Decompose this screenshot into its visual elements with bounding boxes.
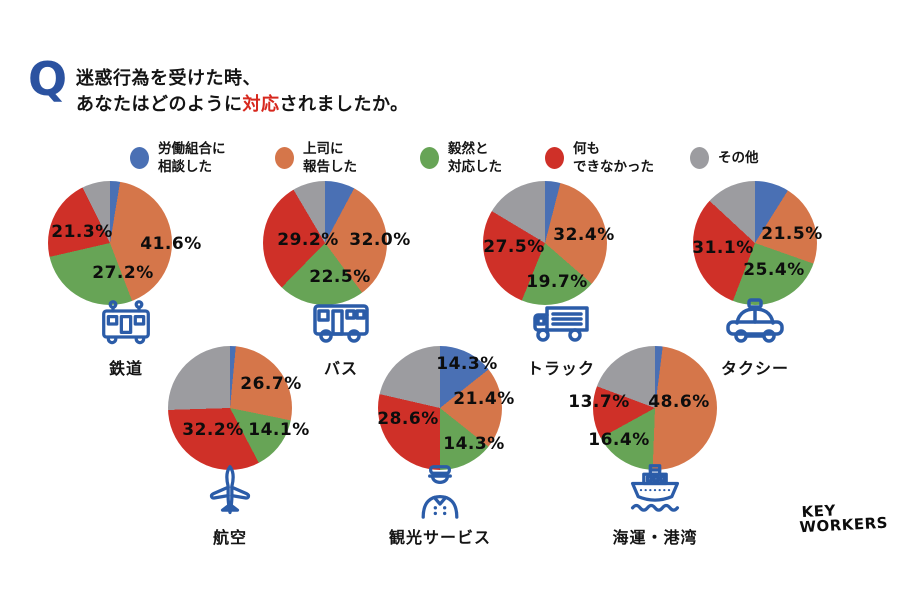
pct-label: 21.3% — [51, 222, 113, 242]
firm-swatch-icon — [420, 147, 439, 169]
pie-bus — [263, 181, 387, 305]
pie-taxi — [693, 181, 817, 305]
sector-footer-taxi: タクシー — [655, 298, 855, 379]
sector-label-railway: 鉄道 — [108, 359, 143, 378]
question-mark: Q — [28, 52, 68, 106]
other-swatch-icon — [690, 147, 709, 169]
pct-label: 21.5% — [761, 224, 823, 244]
bellhop-icon — [340, 463, 540, 523]
legend: 労働組合に 相談した 上司に 報告した 毅然と 対応した 何も できなかった その他 — [0, 135, 900, 181]
taxi-icon — [655, 298, 855, 354]
pct-label: 32.2% — [182, 420, 244, 440]
pie-shipping — [593, 346, 717, 470]
pct-label: 41.6% — [140, 234, 202, 254]
pct-label: 32.0% — [349, 230, 411, 250]
ship-icon — [555, 463, 755, 523]
pie-aviation — [168, 346, 292, 470]
sector-footer-aviation: 航空 — [130, 463, 330, 548]
sector-footer-truck: トラック — [461, 298, 661, 379]
chart-shipping: 48.6% 13.7% 16.4% — [555, 345, 755, 555]
legend-item-firm: 毅然と 対応した — [420, 135, 502, 181]
legend-item-union: 労働組合に 相談した — [130, 135, 226, 181]
question-highlight: 対応 — [242, 94, 280, 116]
legend-label-boss: 上司に 報告した — [303, 140, 357, 175]
pie-truck — [483, 181, 607, 305]
chart-bus: 29.2% 32.0% 22.5% バス — [225, 180, 425, 390]
union-swatch-icon — [130, 147, 149, 169]
chart-tourism: 14.3% 21.4% 28.6% 14.3% 観光サービス — [340, 345, 540, 555]
question-line2-pre: あなたはどのように — [76, 94, 243, 116]
sector-label-taxi: タクシー — [720, 359, 789, 378]
sector-label-shipping: 海運・港湾 — [612, 528, 698, 547]
pct-label: 27.5% — [483, 237, 545, 257]
truck-icon — [461, 298, 661, 354]
bus-icon — [241, 298, 441, 354]
keyworkers-logo: KEY WORKERS — [798, 501, 889, 537]
question-line1: 迷惑行為を受けた時、 — [76, 68, 261, 89]
legend-item-boss: 上司に 報告した — [275, 135, 357, 181]
pct-label: 22.5% — [309, 267, 371, 287]
legend-label-other: その他 — [718, 149, 759, 166]
pie-tourism — [378, 346, 502, 470]
sector-label-truck: トラック — [526, 359, 595, 378]
pct-label: 32.4% — [553, 225, 615, 245]
pct-label: 31.1% — [692, 238, 754, 258]
legend-item-nothing: 何も できなかった — [545, 135, 654, 181]
pct-label: 19.7% — [526, 272, 588, 292]
pie-railway — [48, 181, 172, 305]
pct-label: 14.1% — [248, 420, 310, 440]
sector-label-tourism: 観光サービス — [388, 528, 491, 547]
legend-label-nothing: 何も できなかった — [573, 140, 654, 175]
pct-label: 28.6% — [377, 409, 439, 429]
sector-footer-shipping: 海運・港湾 — [555, 463, 755, 548]
pct-label: 21.4% — [453, 389, 515, 409]
chart-railway: 21.3% 41.6% 27.2% 鉄道 — [10, 180, 210, 390]
legend-label-firm: 毅然と 対応した — [448, 140, 502, 175]
pct-label: 13.7% — [568, 392, 630, 412]
sector-footer-tourism: 観光サービス — [340, 463, 540, 548]
question-line2-post: されましたか。 — [279, 94, 409, 116]
question-text: 迷惑行為を受けた時、 あなたはどのように対応されましたか。 — [76, 66, 409, 118]
boss-swatch-icon — [275, 147, 294, 169]
legend-item-other: その他 — [690, 135, 759, 181]
airplane-icon — [130, 463, 330, 523]
nothing-swatch-icon — [545, 147, 564, 169]
pct-label: 14.3% — [436, 354, 498, 374]
sector-label-aviation: 航空 — [212, 528, 247, 547]
pct-label: 27.2% — [92, 263, 154, 283]
pct-label: 29.2% — [277, 230, 339, 250]
sector-label-bus: バス — [323, 359, 358, 378]
pct-label: 14.3% — [443, 434, 505, 454]
sector-footer-bus: バス — [241, 298, 441, 379]
pct-label: 48.6% — [648, 392, 710, 412]
train-icon — [26, 298, 226, 354]
legend-label-union: 労働組合に 相談した — [158, 140, 226, 175]
sector-footer-railway: 鉄道 — [26, 298, 226, 379]
chart-truck: 27.5% 32.4% 19.7% トラック — [445, 180, 645, 390]
chart-aviation: 26.7% 32.2% 14.1% 航空 — [130, 345, 330, 555]
pct-label: 16.4% — [588, 430, 650, 450]
pct-label: 25.4% — [743, 260, 805, 280]
chart-taxi: 31.1% 21.5% 25.4% タクシー — [655, 180, 855, 390]
pct-label: 26.7% — [240, 374, 302, 394]
